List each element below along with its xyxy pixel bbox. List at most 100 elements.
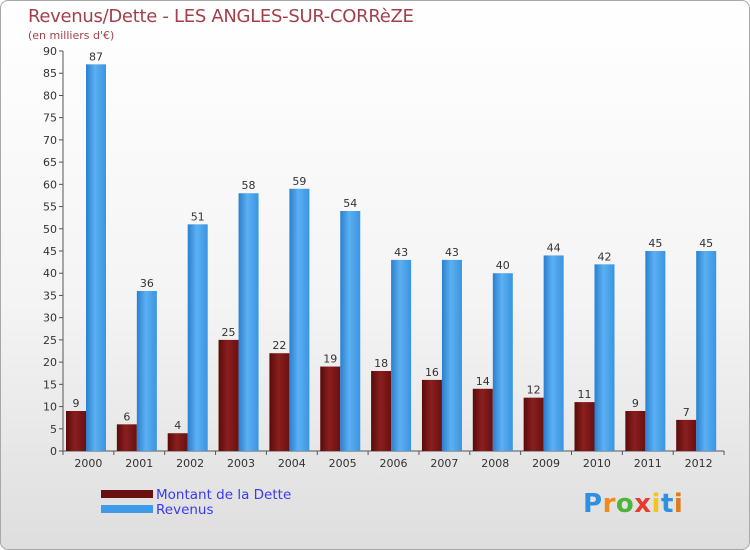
y-tick-label: 40	[43, 267, 57, 280]
value-label: 45	[699, 237, 713, 250]
bar-dette	[574, 402, 595, 451]
proxiti-logo: Proxiti	[583, 489, 683, 519]
y-tick-label: 5	[50, 423, 57, 436]
legend-label-dette: Montant de la Dette	[156, 487, 292, 503]
legend-swatch-dette	[101, 490, 153, 498]
value-label: 14	[476, 375, 490, 388]
x-tick-label: 2006	[380, 457, 408, 470]
value-label: 4	[174, 419, 181, 432]
x-tick-label: 2000	[74, 457, 102, 470]
logo-letter: r	[602, 489, 616, 519]
value-label: 11	[578, 388, 592, 401]
value-label: 19	[323, 353, 337, 366]
value-label: 22	[272, 339, 286, 352]
bar-dette	[66, 411, 86, 451]
x-tick-label: 2009	[532, 457, 560, 470]
value-label: 40	[496, 259, 510, 272]
value-labels: 9 87 6 36 4 51 25 58 22 59 19 54 18 43 16 43 14 40 12 44 11 4…	[73, 50, 714, 432]
value-label: 36	[140, 277, 154, 290]
chart-title: Revenus/Dette - LES ANGLES-SUR-CORRèZE	[28, 6, 414, 27]
value-label: 54	[343, 197, 357, 210]
value-label: 6	[123, 410, 130, 423]
value-label: 59	[292, 175, 306, 188]
x-tick-label: 2011	[634, 457, 662, 470]
bar-revenus	[543, 255, 564, 451]
y-tick-label: 75	[43, 112, 57, 125]
value-label: 42	[598, 250, 612, 263]
x-tick-label: 2005	[329, 457, 357, 470]
bar-revenus	[594, 264, 615, 451]
value-label: 44	[547, 241, 561, 254]
y-tick-label: 50	[43, 223, 57, 236]
bar-dette	[167, 433, 188, 451]
logo-letter: o	[615, 489, 635, 519]
value-label: 43	[445, 246, 459, 259]
y-tick-label: 80	[43, 89, 57, 102]
y-tick-label: 45	[43, 245, 57, 258]
bar-revenus	[136, 291, 157, 451]
value-label: 7	[683, 406, 690, 419]
bar-dette	[269, 353, 290, 451]
y-tick-label: 60	[43, 178, 57, 191]
logo-letter: t	[660, 489, 674, 519]
value-label: 16	[425, 366, 439, 379]
value-label: 87	[89, 50, 103, 63]
x-tick-label: 2007	[430, 457, 458, 470]
logo-letter: i	[651, 489, 661, 519]
x-tick-label: 2008	[481, 457, 509, 470]
x-tick-label: 2002	[176, 457, 204, 470]
bar-revenus	[340, 211, 361, 451]
bar-revenus	[391, 259, 412, 451]
logo-letter: i	[673, 489, 684, 519]
bar-revenus	[696, 251, 717, 451]
legend-swatch-revenus	[101, 505, 153, 513]
y-tick-label: 15	[43, 378, 57, 391]
bar-revenus	[441, 259, 462, 451]
legend-label-revenus: Revenus	[156, 502, 214, 518]
bar-revenus	[86, 64, 106, 452]
y-tick-label: 55	[43, 201, 57, 214]
x-tick-label: 2003	[227, 457, 255, 470]
y-tick-label: 25	[43, 334, 57, 347]
bar-dette	[625, 411, 646, 451]
value-label: 9	[632, 397, 639, 410]
bar-revenus	[289, 188, 310, 451]
x-tick-label: 2004	[278, 457, 306, 470]
bar-revenus	[492, 273, 513, 451]
value-label: 9	[73, 397, 80, 410]
bar-dette	[421, 379, 442, 451]
bar-revenus	[238, 193, 259, 451]
x-tick-label: 2010	[583, 457, 611, 470]
bars	[66, 64, 717, 452]
y-tick-label: 35	[43, 289, 57, 302]
y-tick-label: 20	[43, 356, 57, 369]
y-tick-label: 85	[43, 67, 57, 80]
bar-revenus	[645, 251, 666, 451]
y-tick-label: 70	[43, 134, 57, 147]
value-label: 51	[191, 210, 205, 223]
value-label: 45	[648, 237, 662, 250]
y-tick-label: 65	[43, 156, 57, 169]
value-label: 18	[374, 357, 388, 370]
y-tick-label: 30	[43, 312, 57, 325]
value-label: 58	[242, 179, 256, 192]
bar-revenus	[187, 224, 208, 451]
bar-dette	[676, 419, 697, 451]
chart-subtitle: (en milliers d'€)	[28, 29, 115, 42]
y-tick-label: 90	[43, 45, 57, 58]
bar-dette	[218, 339, 239, 451]
y-tick-label: 0	[50, 445, 57, 458]
value-label: 12	[527, 384, 541, 397]
value-label: 43	[394, 246, 408, 259]
value-label: 25	[222, 326, 236, 339]
bar-dette	[371, 371, 392, 451]
y-tick-label: 10	[43, 401, 57, 414]
bar-dette	[523, 397, 544, 451]
x-tick-label: 2012	[685, 457, 713, 470]
bar-dette	[472, 388, 493, 451]
logo-letter: x	[634, 489, 652, 519]
logo-letter: P	[583, 489, 603, 519]
bar-dette	[116, 424, 137, 451]
